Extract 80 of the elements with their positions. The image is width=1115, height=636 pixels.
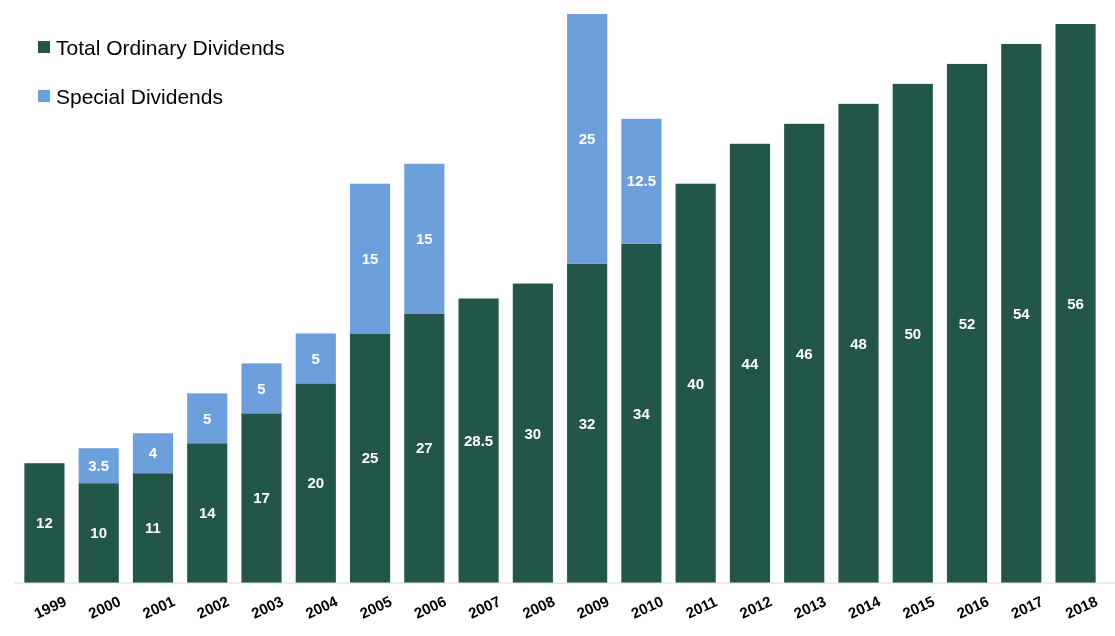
bar: [1055, 23, 1096, 583]
x-tick-label: 2004: [302, 591, 341, 622]
data-label: 28.5: [463, 432, 494, 449]
bar: [187, 443, 228, 583]
bar: [784, 123, 825, 583]
data-label: 52: [958, 314, 976, 332]
x-tick-label: 2001: [139, 592, 178, 622]
x-tick-label: 2018: [1062, 592, 1100, 622]
data-label: 20: [307, 474, 325, 492]
legend-label: Special Dividends: [56, 85, 223, 109]
bar: [404, 163, 445, 314]
bar: [675, 183, 716, 583]
data-label: 3.5: [88, 456, 110, 474]
bar: [729, 143, 771, 583]
data-label: 34: [633, 404, 651, 422]
bar: [24, 463, 65, 583]
x-tick-label: 2016: [953, 592, 992, 622]
data-label: 17: [253, 489, 270, 507]
bar: [404, 313, 445, 583]
data-label: 15: [361, 249, 379, 267]
x-tick-label: 2000: [85, 592, 124, 622]
data-label: 30: [524, 424, 542, 442]
x-tick-label: 2011: [683, 592, 720, 622]
bar: [621, 118, 662, 244]
bar: [512, 283, 553, 583]
x-tick-label: 2015: [899, 592, 938, 622]
x-tick-label: 2002: [194, 592, 232, 622]
bar: [567, 14, 608, 264]
bar: [295, 333, 336, 384]
bar: [458, 298, 499, 583]
x-tick-label: 2012: [736, 592, 775, 622]
data-label: 5: [311, 349, 320, 367]
data-label: 32: [578, 414, 596, 432]
data-label: 12: [36, 514, 53, 532]
x-tick-label: 2017: [1008, 592, 1046, 622]
bar: [295, 383, 336, 583]
data-label: 56: [1067, 294, 1084, 312]
data-label: 4: [148, 444, 158, 462]
data-label: 54: [1012, 304, 1031, 322]
data-label: 44: [741, 354, 759, 372]
bar: [132, 473, 174, 583]
data-label: 25: [578, 130, 596, 148]
x-tick-label: 2006: [411, 592, 449, 622]
data-label: 14: [198, 504, 217, 522]
bar: [621, 243, 662, 583]
bar: [567, 263, 608, 583]
legend-label: Total Ordinary Dividends: [56, 36, 285, 60]
bar: [838, 103, 879, 583]
x-tick-label: 2013: [791, 592, 829, 622]
x-tick-label: 1999: [31, 592, 69, 622]
bar: [946, 63, 988, 583]
bar: [349, 183, 391, 334]
bar: [78, 448, 119, 484]
x-tick-label: 2009: [574, 592, 612, 622]
data-label: 46: [795, 344, 813, 362]
data-label: 10: [90, 524, 108, 542]
bar: [892, 83, 933, 583]
data-label: 5: [257, 379, 266, 397]
x-tick-label: 2005: [357, 592, 395, 622]
x-tick-label: 2007: [465, 592, 503, 622]
data-label: 48: [850, 334, 867, 352]
bar: [78, 483, 119, 583]
bar: [241, 413, 282, 583]
x-tick-label: 2014: [845, 591, 884, 622]
bar: [349, 333, 391, 583]
data-label: 15: [415, 229, 433, 247]
data-label: 12.5: [626, 172, 657, 190]
data-label: 27: [415, 439, 433, 457]
bar: [187, 393, 228, 444]
data-label: 11: [145, 519, 161, 537]
data-label: 25: [361, 449, 379, 467]
x-tick-label: 2008: [519, 592, 558, 622]
x-tick-label: 2003: [248, 592, 286, 622]
data-label: 50: [904, 324, 922, 342]
x-tick-label: 2010: [628, 592, 666, 622]
data-label: 40: [687, 374, 705, 392]
data-label: 5: [203, 409, 212, 427]
bar: [241, 363, 282, 414]
bar: [132, 433, 174, 474]
bar: [1001, 43, 1042, 583]
